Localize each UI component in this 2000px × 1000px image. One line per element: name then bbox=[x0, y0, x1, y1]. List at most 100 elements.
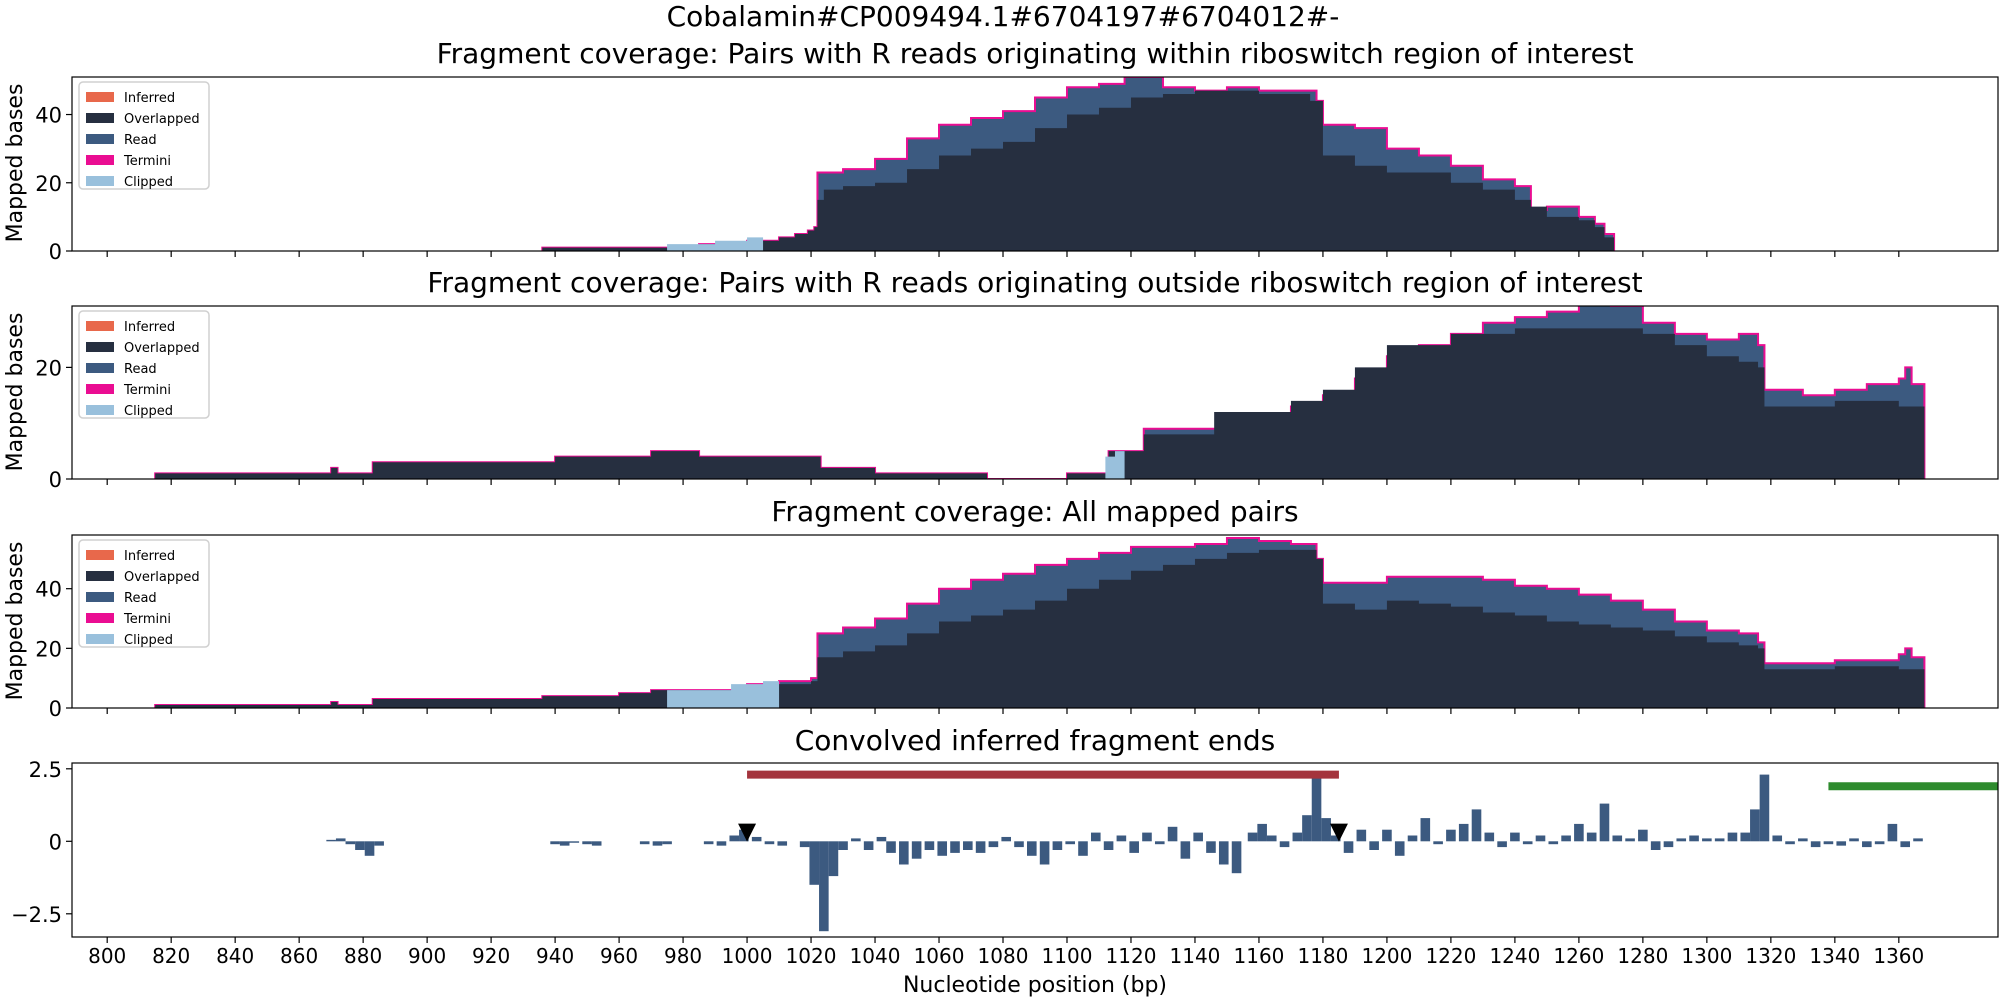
bar bbox=[1090, 832, 1101, 842]
bar bbox=[1343, 841, 1354, 853]
panel-1-title: Fragment coverage: Pairs with R reads or… bbox=[427, 266, 1642, 299]
legend-swatch-inferred bbox=[86, 92, 114, 102]
legend-label-termini: Termini bbox=[123, 383, 171, 398]
x-tick-label: 920 bbox=[472, 944, 510, 968]
bar bbox=[1759, 774, 1770, 842]
bar bbox=[1689, 835, 1699, 842]
y-tick-label: −2.5 bbox=[11, 903, 62, 927]
bar bbox=[1446, 829, 1456, 842]
legend-label-read: Read bbox=[124, 133, 157, 148]
bar bbox=[1535, 835, 1546, 842]
legend-label-clipped: Clipped bbox=[124, 175, 173, 190]
legend-swatch-clipped bbox=[86, 634, 114, 644]
bar bbox=[911, 841, 922, 859]
series-overlapped bbox=[542, 90, 1615, 251]
bar bbox=[819, 841, 829, 932]
bar bbox=[1471, 809, 1482, 842]
x-tick-label: 860 bbox=[280, 944, 318, 968]
bar bbox=[1321, 818, 1331, 842]
bar bbox=[838, 841, 848, 850]
legend-label-clipped: Clipped bbox=[124, 404, 173, 419]
bar bbox=[1292, 832, 1303, 842]
x-tick-label: 1060 bbox=[914, 944, 965, 968]
legend-swatch-overlapped bbox=[86, 342, 114, 352]
bar bbox=[1218, 841, 1229, 865]
legend-label-inferred: Inferred bbox=[124, 91, 175, 106]
bar bbox=[975, 841, 986, 853]
panel-0-title: Fragment coverage: Pairs with R reads or… bbox=[437, 37, 1634, 70]
legend-label-read: Read bbox=[124, 591, 157, 606]
x-tick-label: 1360 bbox=[1873, 944, 1924, 968]
panel-1-plot: Inferred Overlapped Read Termini Clipped 0 20 bbox=[35, 305, 1999, 492]
panel-3-title: Convolved inferred fragment ends bbox=[795, 724, 1276, 757]
bar bbox=[1638, 829, 1648, 842]
series-overlapped bbox=[155, 328, 1925, 479]
bar bbox=[569, 841, 580, 843]
y-tick-label: 0 bbox=[49, 830, 62, 854]
x-tick-label: 1240 bbox=[1489, 944, 1540, 968]
bar bbox=[1266, 835, 1277, 842]
legend-swatch-clipped bbox=[86, 176, 114, 186]
panel-3-plot: −2.5 0 2.5 800 820 840 860 880 900 920 940 960 980 10… bbox=[11, 758, 1999, 968]
panel-1: Fragment coverage: Pairs with R reads or… bbox=[3, 266, 1999, 492]
bar bbox=[1548, 841, 1559, 845]
series-clipped bbox=[667, 681, 780, 708]
axes-frame bbox=[71, 762, 1999, 938]
legend-label-read: Read bbox=[124, 362, 157, 377]
x-tick-label: 1220 bbox=[1425, 944, 1476, 968]
bar bbox=[1407, 835, 1418, 842]
legend-swatch-overlapped bbox=[86, 113, 114, 123]
bar bbox=[1887, 823, 1898, 842]
bar bbox=[652, 841, 663, 846]
bar bbox=[550, 841, 560, 845]
bar bbox=[1599, 803, 1610, 842]
bar bbox=[1740, 832, 1751, 842]
bar bbox=[1714, 838, 1725, 842]
x-tick-label: 900 bbox=[408, 944, 446, 968]
panel-2-title: Fragment coverage: All mapped pairs bbox=[771, 495, 1298, 528]
x-tick-label: 820 bbox=[152, 944, 190, 968]
bar bbox=[1862, 841, 1872, 848]
bar bbox=[1561, 835, 1571, 842]
legend-swatch-read bbox=[86, 592, 114, 602]
bar bbox=[716, 841, 727, 846]
x-tick-label: 1280 bbox=[1617, 944, 1668, 968]
bar bbox=[1663, 841, 1674, 848]
bar bbox=[559, 841, 570, 846]
bar bbox=[703, 841, 714, 845]
bar bbox=[1727, 832, 1738, 842]
bar bbox=[326, 839, 336, 842]
bar bbox=[1849, 838, 1859, 842]
bar bbox=[1484, 832, 1495, 842]
bar bbox=[1014, 841, 1024, 848]
legend-swatch-termini bbox=[86, 384, 114, 394]
bar bbox=[937, 841, 948, 856]
bar bbox=[1116, 835, 1127, 842]
y-tick-label: 0 bbox=[49, 697, 62, 721]
bar bbox=[1052, 841, 1063, 850]
bar bbox=[1702, 838, 1712, 842]
y-tick-label: 0 bbox=[49, 468, 62, 492]
y-tick-label: 2.5 bbox=[29, 758, 62, 782]
panel-1-ylabel: Mapped bases bbox=[3, 313, 28, 472]
x-tick-label: 880 bbox=[344, 944, 382, 968]
series-clipped bbox=[1105, 451, 1125, 479]
y-tick-label: 20 bbox=[35, 172, 62, 196]
bar bbox=[1180, 841, 1191, 859]
triangle-marker-0 bbox=[738, 823, 757, 842]
bar bbox=[739, 829, 749, 842]
legend-swatch-read bbox=[86, 134, 114, 144]
bar bbox=[1129, 841, 1139, 853]
bar bbox=[1065, 841, 1075, 845]
x-tick-label: 980 bbox=[664, 944, 702, 968]
x-tick-label: 1040 bbox=[850, 944, 901, 968]
bar bbox=[1394, 841, 1405, 856]
bar bbox=[1154, 841, 1165, 845]
series-clipped bbox=[667, 237, 764, 251]
bar bbox=[1231, 841, 1242, 874]
bar bbox=[1433, 841, 1443, 845]
series-overlapped bbox=[155, 549, 1925, 708]
bar bbox=[863, 841, 874, 850]
bar bbox=[1522, 841, 1533, 845]
